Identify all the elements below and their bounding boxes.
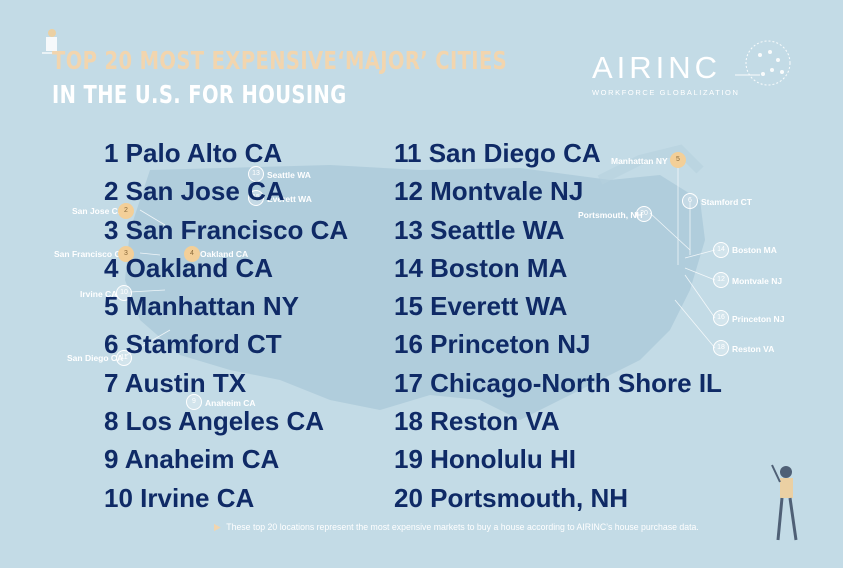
map-pin-portsmouth: 20 <box>636 206 652 222</box>
map-pin-seattle: 13 <box>248 166 264 182</box>
ranking-item: 20 Portsmouth, NH <box>394 482 629 513</box>
ranking-item: 16 Princeton NJ <box>394 329 591 360</box>
map-label-portsmouth: Portsmouth, NH <box>578 210 643 220</box>
map-pin-manhattan: 5 <box>670 152 686 168</box>
map-pin-irvine: 10 <box>116 285 132 301</box>
map-pin-oakland: 4 <box>184 246 200 262</box>
play-arrow-icon: ▶ <box>214 522 221 533</box>
map-label-irvine: Irvine CA <box>80 289 118 299</box>
footnote: ▶ These top 20 locations represent the mo… <box>214 522 699 533</box>
logo-tagline: WORKFORCE GLOBALIZATION <box>592 88 740 97</box>
map-label-manhattan: Manhattan NY <box>611 156 668 166</box>
ranking-item: 19 Honolulu HI <box>394 444 576 475</box>
ranking-item: 12 Montvale NJ <box>394 176 584 207</box>
ranking-item: 6 Stamford CT <box>104 329 282 360</box>
map-pin-montvale: 12 <box>713 272 729 288</box>
page-subtitle: IN THE U.S. FOR HOUSING <box>52 80 347 109</box>
person-illustration <box>771 464 798 541</box>
map-pin-stamford: 6 <box>682 193 698 209</box>
ranking-item: 8 Los Angeles CA <box>104 406 325 437</box>
ranking-item: 10 Irvine CA <box>104 482 255 513</box>
logo-globe-graphic <box>735 40 791 86</box>
rankings-list-right: 11 San Diego CA 12 Montvale NJ 13 Seattl… <box>394 136 722 519</box>
map-pin-reston: 18 <box>713 340 729 356</box>
ranking-item: 15 Everett WA <box>394 291 568 322</box>
ranking-item: 13 Seattle WA <box>394 214 565 245</box>
ranking-item: 2 San Jose CA <box>104 176 285 207</box>
ranking-item: 1 Palo Alto CA <box>104 138 283 168</box>
us-map-shape <box>125 165 705 420</box>
ranking-item: 9 Anaheim CA <box>104 444 280 475</box>
map-pin-san-diego: 11 <box>116 350 132 366</box>
map-label-anaheim: Anaheim CA <box>205 398 256 408</box>
map-pin-princeton: 16 <box>713 310 729 326</box>
ranking-item: 18 Reston VA <box>394 406 560 437</box>
ranking-item: 5 Manhattan NY <box>104 291 300 322</box>
map-label-montvale: Montvale NJ <box>732 276 783 286</box>
ranking-item: 17 Chicago-North Shore IL <box>394 367 722 398</box>
ranking-item: 3 San Francisco CA <box>104 214 349 245</box>
map-label-reston: Reston VA <box>732 344 775 354</box>
map-label-san-diego: San Diego CA <box>67 353 124 363</box>
map-pin-boston: 14 <box>713 242 729 258</box>
map-label-san-francisco: San Francisco CA <box>54 249 127 259</box>
ranking-item: 11 San Diego CA <box>394 138 601 168</box>
map-label-stamford: Stamford CT <box>701 197 752 207</box>
map-pin-san-francisco: 3 <box>118 246 134 262</box>
footnote-text: These top 20 locations represent the mos… <box>226 522 699 533</box>
logo-name: AIRINC <box>592 50 722 85</box>
person-illustration-top <box>42 29 62 54</box>
map-label-boston: Boston MA <box>732 245 777 255</box>
map-label-everett: Everett WA <box>267 194 312 204</box>
map-label-princeton: Princeton NJ <box>732 314 785 324</box>
map-label-san-jose: San Jose CA <box>72 206 124 216</box>
ranking-item: 7 Austin TX <box>104 367 247 398</box>
rankings-list-left: 1 Palo Alto CA 2 San Jose CA 3 San Franc… <box>104 136 348 519</box>
ranking-item: 14 Boston MA <box>394 252 568 283</box>
ranking-item: 4 Oakland CA <box>104 252 274 283</box>
airinc-logo: AIRINC WORKFORCE GLOBALIZATION <box>592 50 740 97</box>
map-pin-everett: 15 <box>248 190 264 206</box>
map-label-oakland: Oakland CA <box>200 249 249 259</box>
map-pin-anaheim: 9 <box>186 394 202 410</box>
page-title: TOP 20 MOST EXPENSIVE‘MAJOR’ CITIES <box>52 46 508 75</box>
map-label-seattle: Seattle WA <box>267 170 311 180</box>
map-pin-san-jose: 2 <box>118 203 134 219</box>
